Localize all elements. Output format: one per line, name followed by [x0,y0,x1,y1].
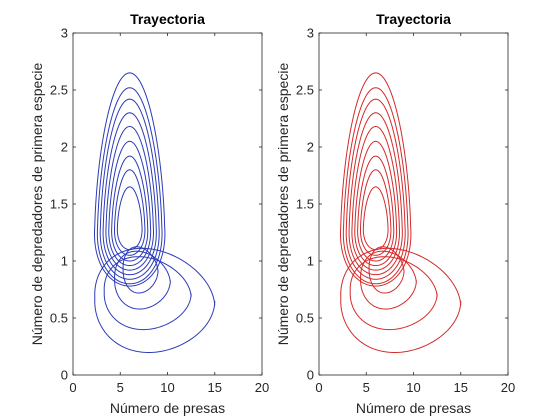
chart-title: Trayectoria [130,11,205,27]
trajectory-line [360,250,417,310]
trajectory-line [108,140,152,267]
x-tick-label: 5 [117,380,124,395]
y-tick-label: 1.5 [296,197,314,212]
trajectory-line [105,125,154,271]
trajectory-line [339,72,412,287]
trajectory-line [354,140,398,267]
trajectory-line [122,246,159,294]
x-axis-label: Número de presas [356,400,471,416]
x-tick-label: 0 [69,380,76,395]
trajectory-line [345,98,406,280]
trajectory-line [342,87,409,285]
y-tick-label: 2 [307,140,314,155]
trajectory-line [103,256,192,331]
subplot-right: Trayectoria Número de presas Número de d… [275,11,515,416]
trajectory-line [99,98,160,280]
trajectory-line [351,125,400,271]
subplot-left: Trayectoria Número de presas Número de d… [29,11,269,416]
tick-marks [318,32,509,376]
y-tick-label: 0.5 [50,311,68,326]
x-tick-label: 15 [208,380,222,395]
x-axis-label: Número de presas [110,400,225,416]
y-tick-label: 1 [307,254,314,269]
x-tick-label: 20 [255,380,269,395]
trajectory-line [348,112,403,276]
y-tick-label: 0 [61,368,68,383]
trajectory-curves [93,72,216,353]
y-tick-label: 3 [307,26,314,41]
trajectory-line [340,247,462,353]
x-tick-label: 5 [363,380,370,395]
y-tick-label: 1.5 [50,197,68,212]
y-tick-label: 3 [61,26,68,41]
x-tick-label: 10 [160,380,174,395]
trajectory-line [102,112,157,276]
x-tick-label: 15 [454,380,468,395]
trajectory-line [93,72,166,287]
y-tick-label: 1 [61,254,68,269]
trajectory-curves [339,72,462,353]
trajectory-line [349,256,438,331]
x-tick-label: 10 [406,380,420,395]
tick-marks [72,32,263,376]
trajectory-line [114,250,171,310]
chart-title: Trayectoria [376,11,451,27]
x-tick-label: 20 [501,380,515,395]
trajectory-line [94,247,216,353]
y-axis-label: Número de depredadores de primera especi… [29,63,45,346]
y-tick-label: 0 [307,368,314,383]
y-axis-label: Número de depredadores de primera especi… [275,63,291,346]
y-tick-label: 2 [61,140,68,155]
x-tick-label: 0 [315,380,322,395]
y-tick-label: 2.5 [296,83,314,98]
trajectory-line [368,246,405,294]
y-tick-label: 2.5 [50,83,68,98]
y-tick-label: 0.5 [296,311,314,326]
trajectory-line [96,87,163,285]
